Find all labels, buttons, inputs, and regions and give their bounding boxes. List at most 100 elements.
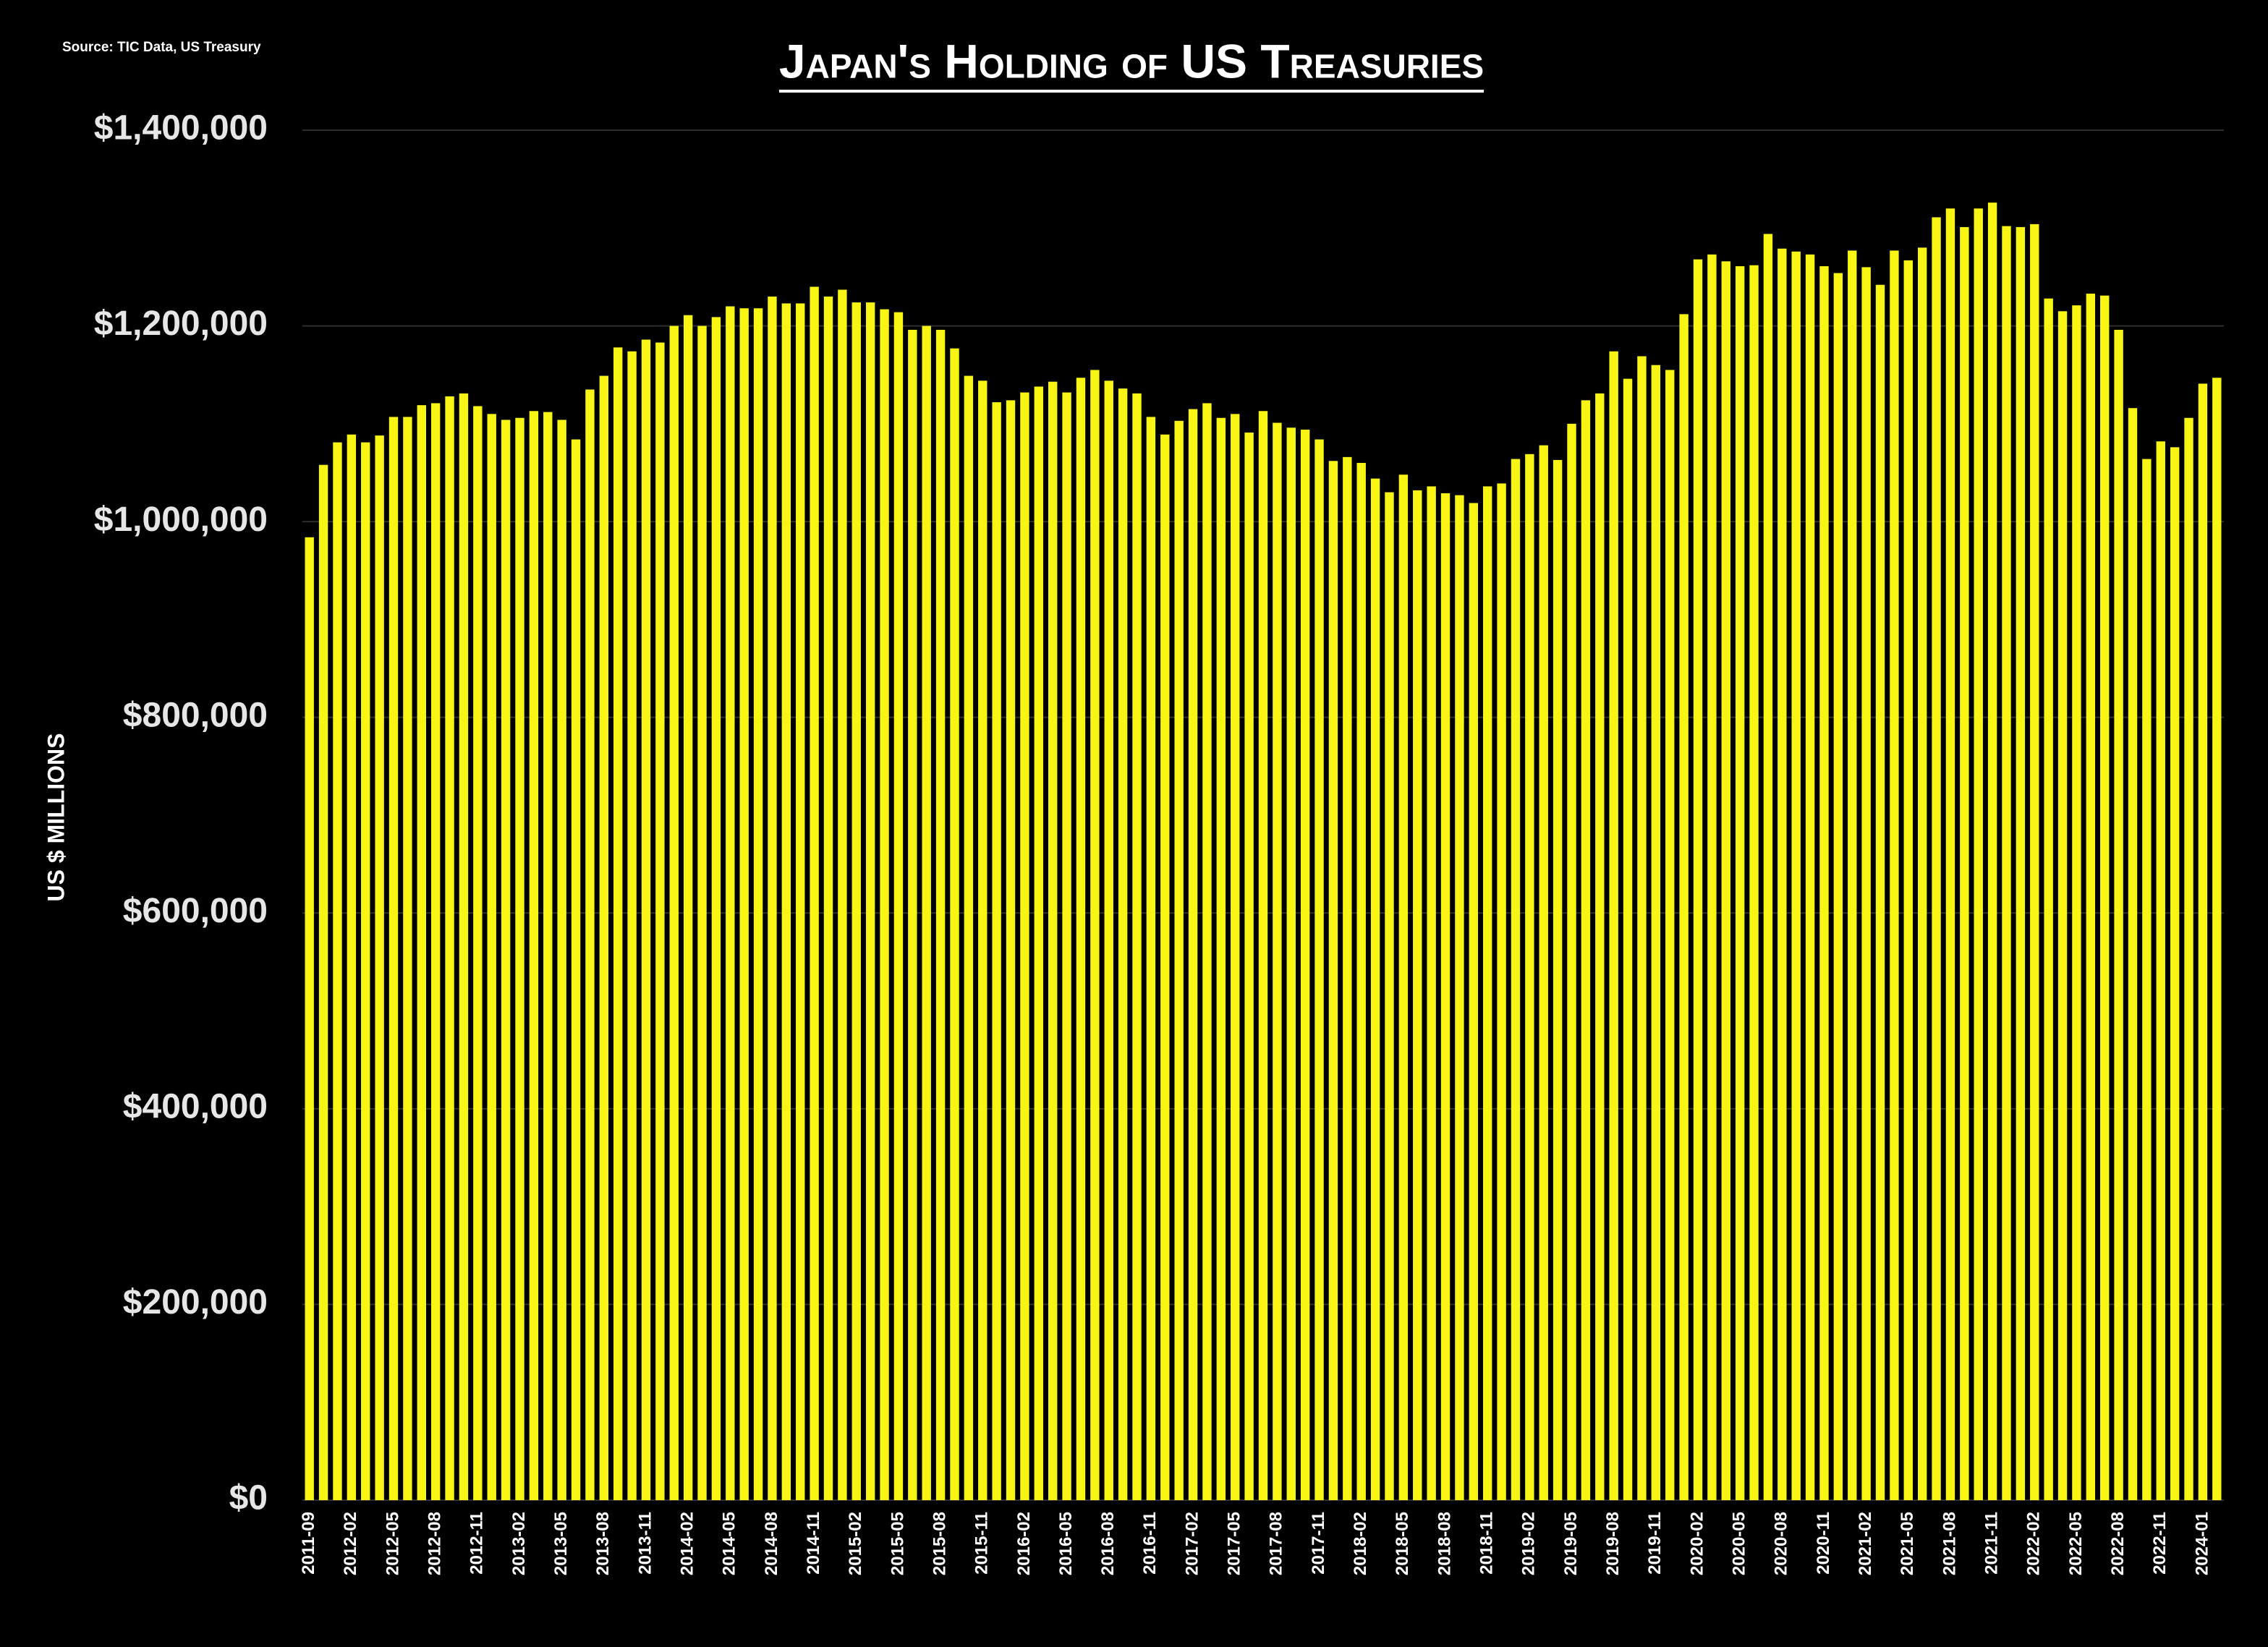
bar bbox=[823, 296, 833, 1500]
x-tick-label: 2017-08 bbox=[1267, 1512, 1286, 1575]
x-tick-label: 2018-08 bbox=[1435, 1512, 1454, 1575]
x-tick-label: 2017-05 bbox=[1225, 1512, 1244, 1575]
bar bbox=[1104, 380, 1113, 1500]
bar bbox=[935, 329, 946, 1500]
bar bbox=[697, 325, 707, 1501]
bar bbox=[2030, 224, 2039, 1501]
bar bbox=[1987, 203, 1997, 1500]
x-tick-label: 2017-11 bbox=[1309, 1512, 1328, 1575]
x-tick-label: 2019-02 bbox=[1519, 1512, 1539, 1575]
x-tick-label: 2022-11 bbox=[2150, 1512, 2170, 1575]
x-tick-label: 2015-11 bbox=[972, 1512, 992, 1575]
bar bbox=[1679, 314, 1689, 1500]
x-tick-label: 2018-05 bbox=[1393, 1512, 1412, 1575]
x-tick-label: 2012-05 bbox=[383, 1512, 402, 1575]
bar bbox=[1048, 381, 1058, 1500]
bar bbox=[1511, 459, 1521, 1500]
bar bbox=[627, 351, 637, 1500]
bar bbox=[361, 442, 370, 1500]
x-tick-label: 2013-05 bbox=[551, 1512, 571, 1575]
x-tick-label: 2016-02 bbox=[1014, 1512, 1034, 1575]
x-tick-label: 2015-02 bbox=[846, 1512, 865, 1575]
bar bbox=[1581, 400, 1591, 1500]
bar bbox=[964, 375, 974, 1500]
bar bbox=[445, 396, 454, 1500]
bar bbox=[1413, 490, 1422, 1500]
bar bbox=[1707, 254, 1717, 1500]
y-tick-label: $400,000 bbox=[123, 1088, 268, 1126]
x-tick-label: 2014-08 bbox=[762, 1512, 781, 1575]
bar bbox=[2057, 311, 2068, 1500]
bar bbox=[1497, 483, 1506, 1501]
bar bbox=[1875, 284, 1885, 1500]
bar bbox=[2086, 293, 2096, 1501]
bar bbox=[1651, 365, 1661, 1501]
bar bbox=[599, 375, 609, 1500]
bar bbox=[1567, 423, 1576, 1500]
y-tick-label: $800,000 bbox=[123, 696, 268, 734]
bar bbox=[1006, 400, 1016, 1500]
bar bbox=[543, 412, 553, 1501]
bar bbox=[1202, 403, 1212, 1500]
x-tick-label: 2011-09 bbox=[299, 1512, 318, 1575]
bar bbox=[1455, 495, 1464, 1500]
x-tick-label: 2018-11 bbox=[1477, 1512, 1497, 1575]
bar bbox=[781, 303, 791, 1501]
bar bbox=[1974, 208, 1983, 1501]
bar bbox=[768, 296, 777, 1500]
bar bbox=[585, 389, 595, 1501]
y-tick-label: $1,400,000 bbox=[94, 109, 268, 148]
x-tick-label: 2022-02 bbox=[2024, 1512, 2044, 1575]
bar bbox=[739, 308, 749, 1501]
bar bbox=[978, 380, 988, 1500]
bar bbox=[669, 325, 679, 1501]
bar bbox=[1805, 254, 1815, 1500]
bar bbox=[1216, 417, 1226, 1500]
bar bbox=[1721, 261, 1730, 1501]
bar bbox=[1314, 439, 1324, 1500]
bar bbox=[417, 405, 426, 1500]
bar bbox=[333, 442, 342, 1500]
x-tick-label: 2021-08 bbox=[1940, 1512, 1959, 1575]
bar bbox=[501, 420, 511, 1500]
bar bbox=[1693, 259, 1703, 1500]
bar bbox=[810, 286, 819, 1500]
x-tick-label: 2020-02 bbox=[1687, 1512, 1707, 1575]
x-tick-label: 2012-11 bbox=[467, 1512, 487, 1575]
bar bbox=[2072, 305, 2081, 1501]
bar bbox=[2100, 295, 2110, 1501]
bar bbox=[2184, 417, 2193, 1500]
bar bbox=[1945, 208, 1955, 1501]
bar bbox=[2212, 378, 2222, 1500]
bar bbox=[1960, 226, 1969, 1500]
bar bbox=[922, 325, 931, 1501]
bar bbox=[1231, 414, 1240, 1500]
bar bbox=[1917, 247, 1927, 1500]
bar bbox=[1188, 409, 1198, 1501]
bar bbox=[1300, 429, 1310, 1500]
x-tick-label: 2014-05 bbox=[720, 1512, 739, 1575]
bar bbox=[2142, 459, 2152, 1500]
bar bbox=[1749, 265, 1759, 1500]
y-tick-label: $600,000 bbox=[123, 892, 268, 930]
y-tick-label: $1,000,000 bbox=[94, 501, 268, 539]
bar bbox=[403, 417, 412, 1500]
bar bbox=[1034, 386, 1044, 1501]
x-tick-label: 2024-01 bbox=[2192, 1512, 2212, 1575]
bar bbox=[851, 302, 861, 1501]
bar bbox=[1791, 251, 1801, 1500]
bar bbox=[2002, 226, 2011, 1501]
x-tick-label: 2016-11 bbox=[1140, 1512, 1160, 1575]
bar bbox=[2016, 226, 2026, 1500]
bar bbox=[1763, 234, 1773, 1501]
bar bbox=[1482, 486, 1492, 1501]
bar bbox=[1595, 393, 1605, 1500]
bar bbox=[641, 339, 651, 1500]
bar bbox=[557, 420, 566, 1500]
bar bbox=[1273, 422, 1282, 1500]
bar bbox=[1735, 266, 1745, 1501]
x-tick-label: 2022-08 bbox=[2108, 1512, 2128, 1575]
bar bbox=[992, 402, 1001, 1501]
bar bbox=[1160, 434, 1170, 1501]
bar bbox=[880, 309, 889, 1500]
